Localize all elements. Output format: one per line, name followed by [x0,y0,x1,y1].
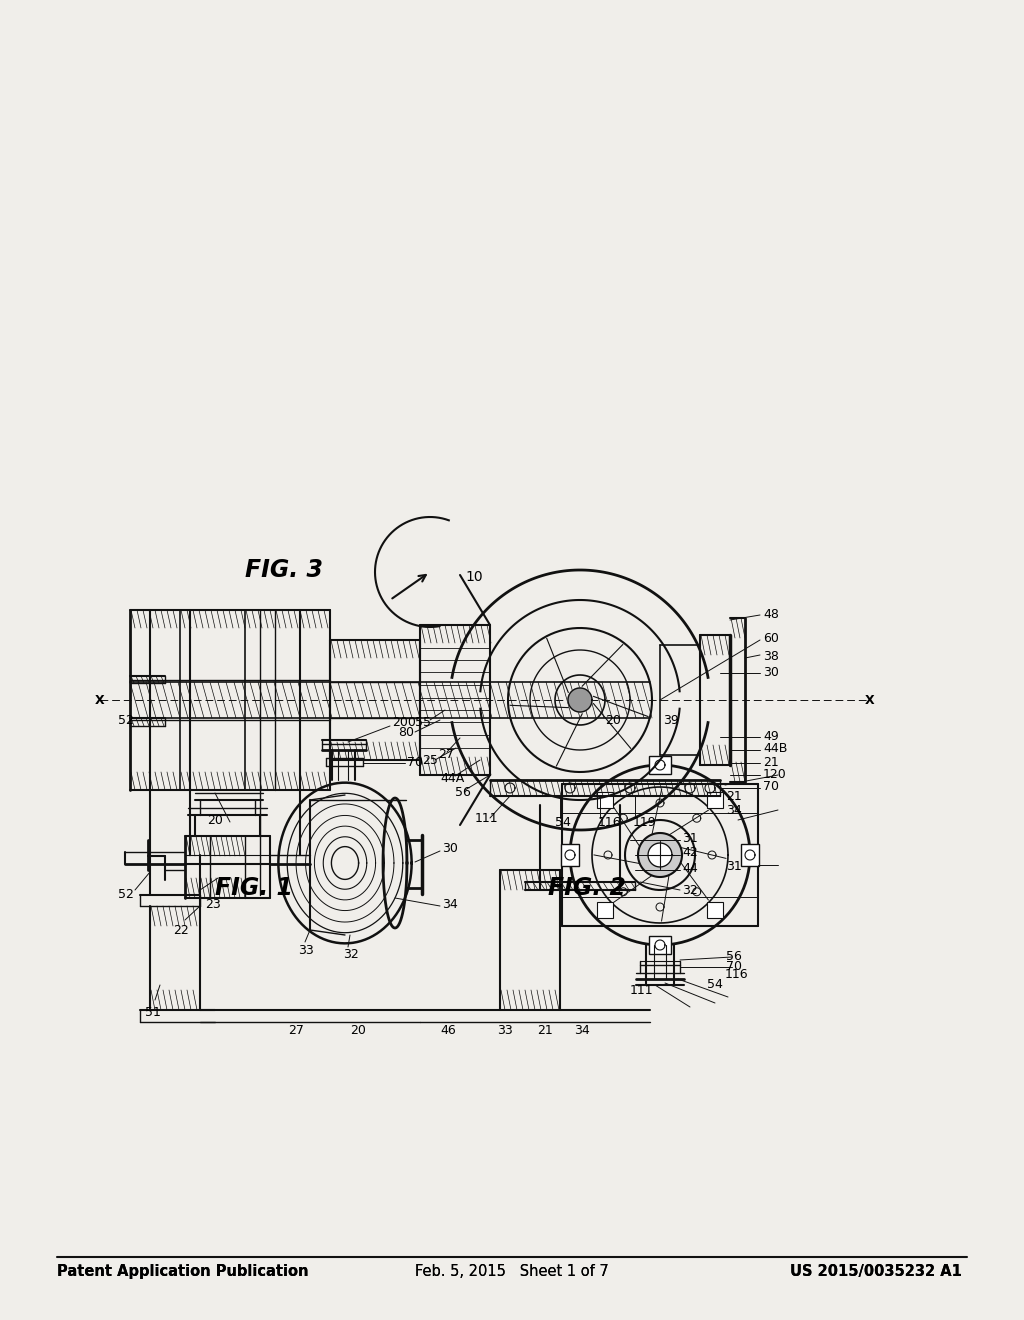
Text: 70: 70 [407,755,423,768]
Text: 80: 80 [398,726,414,739]
Text: 20: 20 [350,1023,366,1036]
Bar [741,843,759,866]
Text: 31: 31 [682,832,697,845]
Bar [708,792,723,808]
Text: 39: 39 [663,714,679,726]
Text: FIG. 1: FIG. 1 [215,876,293,900]
Text: 51: 51 [145,1006,161,1019]
Text: FIG. 3: FIG. 3 [245,558,323,582]
Text: 21: 21 [763,755,778,768]
Text: 52: 52 [118,714,134,726]
Bar [649,756,671,774]
Text: 30: 30 [442,842,458,855]
Text: US 2015/0035232 A1: US 2015/0035232 A1 [790,1265,962,1279]
Text: 54: 54 [555,816,570,829]
Text: 46: 46 [440,1023,456,1036]
Text: 27: 27 [438,747,454,760]
Text: 32: 32 [682,883,697,896]
Text: 48: 48 [763,607,779,620]
Text: 120: 120 [763,767,786,780]
Text: 33: 33 [298,944,313,957]
Text: 30: 30 [763,665,779,678]
Text: Feb. 5, 2015   Sheet 1 of 7: Feb. 5, 2015 Sheet 1 of 7 [415,1265,609,1279]
Text: 49: 49 [763,730,778,742]
Text: 33: 33 [497,1023,513,1036]
Text: Feb. 5, 2015   Sheet 1 of 7: Feb. 5, 2015 Sheet 1 of 7 [415,1265,609,1279]
Bar [597,792,612,808]
Text: 32: 32 [343,948,358,961]
Text: X: X [865,693,874,706]
Text: 34: 34 [442,899,458,912]
Bar [597,902,612,919]
Bar [649,936,671,954]
Text: FIG. 2: FIG. 2 [548,876,626,900]
Text: 21: 21 [537,1023,553,1036]
Text: 200: 200 [392,717,416,730]
Text: 44A: 44A [440,771,464,784]
Text: 34: 34 [574,1023,590,1036]
Text: 70: 70 [763,780,779,793]
Text: 56: 56 [455,787,471,800]
Text: 21: 21 [726,789,741,803]
Text: Patent Application Publication: Patent Application Publication [57,1265,308,1279]
Text: 44B: 44B [763,742,787,755]
Text: 23: 23 [205,899,221,912]
Text: 27: 27 [288,1023,304,1036]
Text: 20: 20 [207,813,223,826]
Text: 54: 54 [707,978,723,990]
Text: Patent Application Publication: Patent Application Publication [57,1265,308,1279]
Text: 42: 42 [682,846,697,859]
Text: 116: 116 [725,969,749,982]
Polygon shape [638,833,682,876]
Text: 55: 55 [415,715,431,729]
Text: US 2015/0035232 A1: US 2015/0035232 A1 [790,1265,962,1279]
Text: X: X [95,693,104,706]
Text: 116: 116 [598,816,622,829]
Text: 111: 111 [630,985,653,998]
Text: 34: 34 [726,804,741,817]
Text: 31: 31 [726,861,741,874]
Bar [561,843,579,866]
Text: 52: 52 [118,888,134,902]
Text: 70: 70 [726,960,742,973]
Text: 119: 119 [633,816,656,829]
Text: 20: 20 [605,714,621,726]
Text: 10: 10 [465,570,482,583]
Text: 60: 60 [763,631,779,644]
Text: 111: 111 [475,812,499,825]
Text: 25: 25 [422,754,438,767]
Text: 56: 56 [726,949,741,962]
Bar [708,902,723,919]
Text: 22: 22 [173,924,188,936]
Text: 44: 44 [682,862,697,874]
Polygon shape [648,843,672,867]
Text: 38: 38 [763,651,779,664]
Polygon shape [568,688,592,711]
